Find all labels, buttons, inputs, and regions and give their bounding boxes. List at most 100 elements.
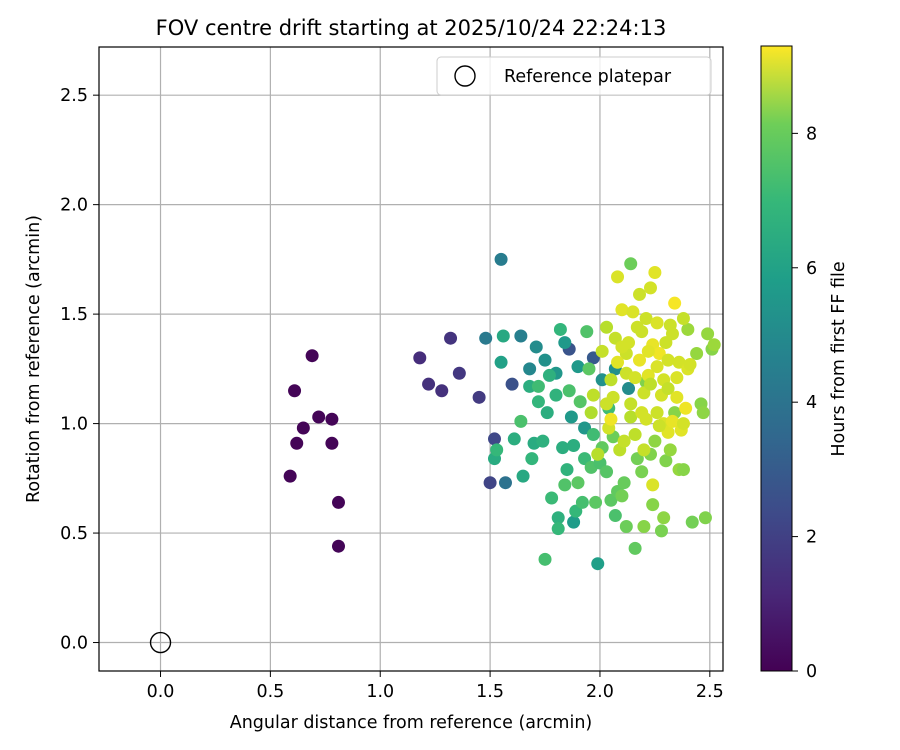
data-point xyxy=(611,355,625,369)
data-point xyxy=(413,351,427,365)
data-point xyxy=(646,478,660,492)
data-point xyxy=(584,406,598,420)
data-point xyxy=(591,557,605,571)
data-point xyxy=(331,495,345,509)
data-point xyxy=(551,522,565,536)
data-point xyxy=(589,495,603,509)
data-point xyxy=(604,412,618,426)
data-point xyxy=(283,469,297,483)
data-point xyxy=(540,406,554,420)
data-point xyxy=(600,397,614,411)
data-point xyxy=(490,443,504,457)
data-point xyxy=(637,443,651,457)
data-point xyxy=(617,476,631,490)
data-point xyxy=(624,397,638,411)
data-point xyxy=(549,388,563,402)
data-point xyxy=(661,382,675,396)
data-point xyxy=(507,432,521,446)
y-tick-label: 2.5 xyxy=(60,86,88,106)
data-point xyxy=(494,252,508,266)
data-point xyxy=(487,432,501,446)
data-point xyxy=(676,311,690,325)
data-point xyxy=(312,410,326,424)
data-point xyxy=(635,465,649,479)
data-point xyxy=(571,476,585,490)
data-point xyxy=(573,395,587,409)
data-point xyxy=(567,438,581,452)
data-point xyxy=(562,384,576,398)
data-point xyxy=(608,509,622,523)
chart-title: FOV centre drift starting at 2025/10/24 … xyxy=(156,16,667,40)
legend: Reference platepar xyxy=(436,56,712,96)
data-point xyxy=(536,434,550,448)
data-point xyxy=(538,353,552,367)
data-point xyxy=(639,311,653,325)
data-point xyxy=(707,338,721,352)
data-point xyxy=(648,434,662,448)
data-point xyxy=(586,428,600,442)
data-point xyxy=(545,491,559,505)
data-point xyxy=(531,379,545,393)
data-point xyxy=(575,495,589,509)
data-point xyxy=(685,515,699,529)
data-point xyxy=(496,329,510,343)
data-point xyxy=(531,395,545,409)
data-point xyxy=(472,390,486,404)
data-point xyxy=(444,331,458,345)
data-point xyxy=(571,360,585,374)
data-point xyxy=(663,443,677,457)
colorbar-label: Hours from first FF file xyxy=(829,261,849,456)
data-point xyxy=(701,327,715,341)
data-point xyxy=(657,511,671,525)
data-point xyxy=(523,362,537,376)
data-point xyxy=(615,489,629,503)
data-point xyxy=(290,436,304,450)
data-point xyxy=(564,410,578,424)
data-point xyxy=(635,325,649,339)
data-point xyxy=(553,322,567,336)
data-point xyxy=(628,428,642,442)
colorbar xyxy=(760,45,793,672)
data-point xyxy=(659,454,673,468)
data-point xyxy=(422,377,436,391)
legend-marker xyxy=(454,65,476,87)
data-point xyxy=(600,320,614,334)
data-point xyxy=(331,539,345,553)
data-point xyxy=(483,476,497,490)
colorbar-tick-label: 8 xyxy=(806,124,817,144)
x-tick-label: 0.0 xyxy=(147,682,175,702)
legend-box xyxy=(436,56,712,96)
data-point xyxy=(452,366,466,380)
colorbar-tick-label: 2 xyxy=(806,528,817,548)
x-tick-label: 2.5 xyxy=(696,682,724,702)
data-point xyxy=(624,257,638,271)
data-point xyxy=(617,434,631,448)
y-tick-label: 1.5 xyxy=(60,305,88,325)
y-tick-label: 2.0 xyxy=(60,196,88,216)
data-point xyxy=(628,371,642,385)
data-point xyxy=(643,377,657,391)
data-point xyxy=(626,305,640,319)
data-point xyxy=(591,447,605,461)
data-point xyxy=(615,340,629,354)
data-point xyxy=(619,519,633,533)
data-point xyxy=(661,353,675,367)
data-point xyxy=(479,331,493,345)
data-point xyxy=(633,287,647,301)
data-point xyxy=(676,463,690,477)
data-point xyxy=(690,347,704,361)
x-tick-label: 0.5 xyxy=(256,682,284,702)
data-point xyxy=(558,478,572,492)
data-point xyxy=(551,511,565,525)
data-point xyxy=(650,406,664,420)
x-axis-label: Angular distance from reference (arcmin) xyxy=(230,713,593,733)
data-point xyxy=(637,519,651,533)
data-point xyxy=(665,327,679,341)
data-point xyxy=(288,384,302,398)
data-point xyxy=(529,340,543,354)
data-point xyxy=(580,325,594,339)
colorbar-ticks: 0 2 4 6 8 xyxy=(792,124,817,682)
scatter-points xyxy=(149,252,721,654)
plot-frame xyxy=(98,46,724,672)
data-point xyxy=(643,281,657,295)
